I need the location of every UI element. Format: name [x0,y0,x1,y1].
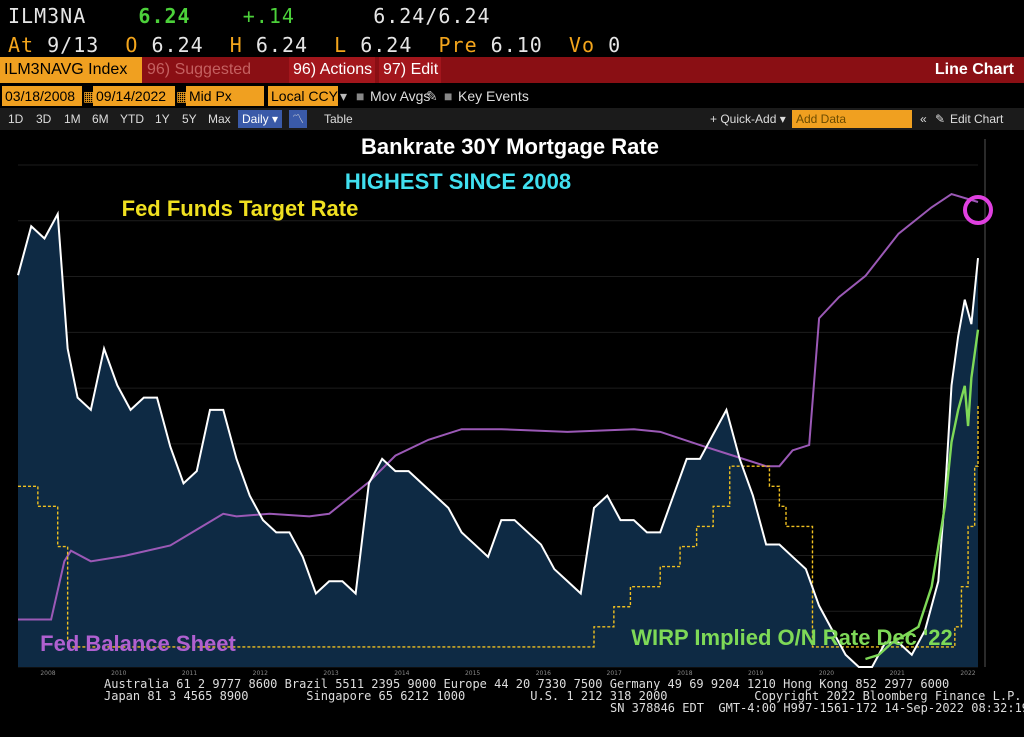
ticker-symbol: ILM3NA [8,4,87,28]
checkbox-icon[interactable]: ■ [356,88,365,104]
balance-sheet-line [18,192,979,621]
start-date-field[interactable]: 03/18/2008 [2,86,82,106]
range-button[interactable]: Max [208,112,231,126]
range-button[interactable]: 5Y [182,112,197,126]
mov-avgs-toggle[interactable]: Mov Avgs [370,88,431,104]
open-label: O [125,33,139,57]
x-tick-label: 2019 [748,670,763,677]
x-tick-label: 2008 [40,670,55,677]
x-tick-label: 2011 [182,670,197,677]
quick-add-button[interactable]: + Quick-Add ▾ [710,112,786,126]
range-button[interactable]: 6M [92,112,109,126]
edit-menu[interactable]: 97) Edit ▾ [379,57,441,104]
footer-session: SN 378846 EDT GMT-4:00 H997-1561-172 14-… [610,701,1024,715]
range-button[interactable]: 3D [36,112,52,126]
security-field[interactable]: ILM3NAVG Index [0,57,142,83]
highlight-circle [963,195,993,225]
x-tick-label: 2012 [253,670,268,677]
low-label: L [334,33,348,57]
last-price: 6.24 [138,4,191,28]
line-chart-icon[interactable]: 〽 [289,110,307,128]
footer: Australia 61 2 9777 8600 Brazil 5511 239… [0,677,1024,737]
high-value: 6.24 [255,33,309,57]
x-tick-label: 2014 [394,670,409,677]
actions-menu[interactable]: 96) Actions ▾ [289,57,375,104]
calendar-icon[interactable]: ▦ [176,88,190,104]
mortgage-rate-line [17,210,979,668]
x-tick-label: 2018 [677,670,692,677]
x-tick-label: 2022 [960,670,975,677]
command-bar: ILM3NAVG Index 96) Suggested Charts 96) … [0,57,1024,104]
quote-line-2: At 9/13 O 6.24 H 6.24 L 6.24 Pre 6.10 Vo… [8,33,621,57]
pencil-icon[interactable]: ✎ [426,88,438,104]
chart-type-label: Line Chart [934,61,1014,78]
range-button[interactable]: YTD [120,112,144,126]
edit-chart-button[interactable]: Edit Chart [950,112,1004,126]
price-change: +.14 [242,4,295,28]
add-data-input[interactable]: Add Data [792,110,912,128]
quote-date: 9/13 [47,33,100,57]
x-tick-label: 2021 [890,670,905,677]
suggested-charts-button[interactable]: 96) Suggested Charts [147,61,252,104]
checkbox-icon[interactable]: ■ [444,88,453,104]
high-label: H [229,33,243,57]
pencil-icon[interactable]: ✎ [935,112,946,126]
prev-value: 6.10 [490,33,543,57]
prev-label: Pre [438,33,478,57]
x-tick-label: 2016 [536,670,551,677]
title-annotation: Bankrate 30Y Mortgage Rate [361,134,659,159]
volume-label: Vo [568,33,596,57]
bid-ask: 6.24/6.24 [373,4,491,28]
fed-funds-line [18,405,979,648]
x-tick-label: 2013 [323,670,338,677]
currency-select[interactable]: Local CCY [268,86,338,106]
key-events-toggle[interactable]: Key Events [458,88,529,104]
wirp-annotation: WIRP Implied O/N Rate Dec '22 [631,625,952,650]
range-button[interactable]: 1M [64,112,81,126]
balance-sheet-annotation: Fed Balance Sheet [40,631,236,656]
highest-annotation: HIGHEST SINCE 2008 [345,169,571,194]
collapse-icon[interactable]: « [920,112,927,126]
range-button[interactable]: 1D [8,112,24,126]
mortgage-area-fill [18,213,978,667]
date-toolbar: 03/18/2008 ▦ 09/14/2022 ▦ Mid Px Local C… [0,84,1024,108]
x-tick-label: 2017 [607,670,622,677]
end-date-field[interactable]: 09/14/2022 [93,86,175,106]
wirp-line [865,329,980,661]
axis-ticks: 2008 2010 2011 2012 2013 2014 2015 2016 2017 2018… [40,670,975,677]
line-chart: 2008 2010 2011 2012 2013 2014 2015 2016 2017 2018… [0,131,1024,677]
open-value: 6.24 [151,33,204,57]
low-value: 6.24 [360,33,413,57]
fed-funds-annotation: Fed Funds Target Rate [122,196,359,221]
footer-contacts-1: Australia 61 2 9777 8600 Brazil 5511 239… [104,677,950,691]
chevron-down-icon[interactable]: ▾ [340,88,348,104]
range-button[interactable]: 1Y [155,112,170,126]
calendar-icon[interactable]: ▦ [83,88,97,104]
table-button[interactable]: Table [324,112,353,126]
price-field-select[interactable]: Mid Px [186,86,264,106]
x-tick-label: 2020 [819,670,834,677]
volume-value: 0 [608,33,622,57]
range-toolbar: 1D 3D 1M 6M YTD 1Y 5Y Max Daily ▾ 〽 Tabl… [0,108,1024,130]
at-label: At [8,33,35,57]
x-tick-label: 2015 [465,670,480,677]
period-select[interactable]: Daily ▾ [238,110,283,128]
quote-line-1: ILM3NA 6.24 +.14 6.24/6.24 [8,4,491,28]
footer-contacts-2: Japan 81 3 4565 8900 Singapore 65 6212 1… [104,689,1022,703]
x-tick-label: 2010 [111,670,126,677]
